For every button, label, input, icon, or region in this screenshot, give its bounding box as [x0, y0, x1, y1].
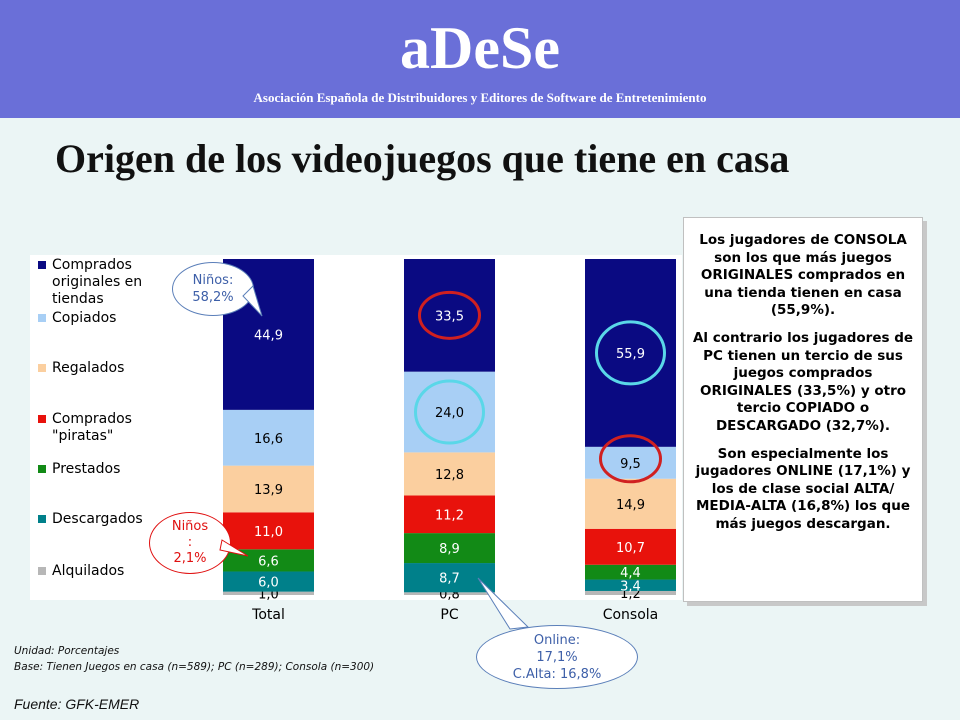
bar-consola-comprados-originales-en-tiendas: [585, 259, 676, 447]
source-note: Fuente: GFK-EMER: [14, 696, 140, 712]
x-tick-label-total: Total: [251, 607, 285, 623]
legend-label-3-0: Comprados: [52, 411, 132, 427]
legend-label-0-2: tiendas: [52, 291, 104, 307]
bar-consola-descargados: [585, 579, 676, 591]
legend-label-0-0: Comprados: [52, 257, 132, 273]
legend-label-1-0: Copiados: [52, 310, 116, 326]
chart-area: 1,0 6,0 6,6 11,0 13,9 16,6 44,9 Total 0,8 8,7 8,9 1…: [30, 255, 682, 623]
footnote-unit: Unidad: Porcentajes: [14, 645, 120, 657]
brand-logo: aDeSe: [400, 15, 560, 81]
legend-swatch-6: [38, 567, 46, 575]
brand-subtitle: Asociación Española de Distribuidores y …: [253, 90, 707, 105]
legend-swatch-1: [38, 314, 46, 322]
callout-online-text: Online: 17,1% C.Alta: 16,8%: [512, 632, 602, 682]
data-label-total-prestados: 6,6: [258, 554, 279, 569]
x-tick-label-consola: Consola: [603, 607, 659, 623]
info-paragraph-2: Al contrario los jugadores de PC tienen …: [692, 329, 914, 434]
bar-pc-alquilados: [404, 592, 495, 595]
bar-consola-regalados: [585, 478, 676, 529]
callout-online: Online: 17,1% C.Alta: 16,8%: [476, 625, 638, 689]
data-label-consola-descargados: 3,4: [620, 579, 641, 594]
legend-swatch-0: [38, 261, 46, 269]
legend-label-5-0: Descargados: [52, 511, 143, 527]
data-label-pc-prestados: 8,9: [439, 542, 460, 557]
highlight-circle-2: [595, 320, 666, 386]
data-label-total-regalados: 13,9: [254, 483, 283, 498]
header-banner: aDeSe Asociación Española de Distribuido…: [0, 0, 960, 118]
bar-total-copiados: [223, 409, 314, 466]
bar-consola-alquilados: [585, 590, 676, 595]
bar-pc-comprados-piratas: [404, 495, 495, 534]
legend-swatch-4: [38, 465, 46, 473]
legend-label-4-0: Prestados: [52, 461, 120, 477]
bar-consola-prestados: [585, 564, 676, 580]
info-box: Los jugadores de CONSOLA son los que más…: [683, 217, 923, 602]
page-title: Origen de los videojuegos que tiene en c…: [55, 136, 790, 181]
info-paragraph-3: Son especialmente los jugadores ONLINE (…: [695, 445, 911, 532]
footnote-base: Base: Tienen Juegos en casa (n=589); PC …: [14, 661, 375, 673]
legend-label-6-0: Alquilados: [52, 563, 124, 579]
highlight-circle-1: [414, 379, 485, 445]
data-label-total-comprados-piratas: 11,0: [254, 525, 283, 540]
bar-pc-prestados: [404, 533, 495, 564]
legend-label-0-1: originales en: [52, 274, 142, 290]
bar-pc-copiados: [404, 371, 495, 453]
data-label-consola-comprados-originales-en-tiendas: 55,9: [616, 347, 645, 362]
data-label-total-comprados-originales-en-tiendas: 44,9: [254, 328, 283, 343]
data-label-consola-regalados: 14,9: [616, 498, 645, 513]
data-label-pc-copiados: 24,0: [435, 406, 464, 421]
data-label-pc-regalados: 12,8: [435, 468, 464, 483]
data-label-consola-copiados: 9,5: [620, 457, 641, 472]
bar-total-regalados: [223, 465, 314, 513]
data-label-pc-descargados: 8,7: [439, 572, 460, 587]
highlight-circle-0: [418, 290, 481, 340]
bar-total-alquilados: [223, 591, 314, 595]
footnote: Unidad: Porcentajes Base: Tienen Juegos …: [14, 643, 374, 675]
callout-ninos-pirata: Niños : 2,1%: [149, 512, 231, 574]
legend-swatch-2: [38, 364, 46, 372]
stacked-bar-chart: 1,06,06,611,013,916,644,9Total0,88,78,91…: [38, 257, 676, 623]
info-paragraph-1: Los jugadores de CONSOLA son los que más…: [699, 232, 907, 319]
legend-label-2-0: Regalados: [52, 360, 124, 376]
data-label-pc-comprados-originales-en-tiendas: 33,5: [435, 309, 464, 324]
callout-ninos-original-text: Niños: 58,2%: [192, 273, 234, 305]
data-label-pc-comprados-piratas: 11,2: [435, 508, 464, 523]
highlight-circle-3: [599, 434, 662, 484]
bar-consola-comprados-piratas: [585, 528, 676, 565]
callout-ninos-original: Niños: 58,2%: [172, 262, 254, 316]
legend-swatch-5: [38, 515, 46, 523]
callout-ninos-pirata-text: Niños : 2,1%: [171, 519, 209, 566]
bar-pc-regalados: [404, 452, 495, 496]
data-label-consola-comprados-piratas: 10,7: [616, 541, 645, 556]
legend-swatch-3: [38, 415, 46, 423]
bar-total-descargados: [223, 571, 314, 592]
data-label-total-descargados: 6,0: [258, 576, 279, 591]
data-label-consola-prestados: 4,4: [620, 566, 641, 581]
x-tick-label-pc: PC: [440, 607, 458, 623]
legend-label-3-1: "piratas": [52, 428, 113, 444]
data-label-total-copiados: 16,6: [254, 432, 283, 447]
